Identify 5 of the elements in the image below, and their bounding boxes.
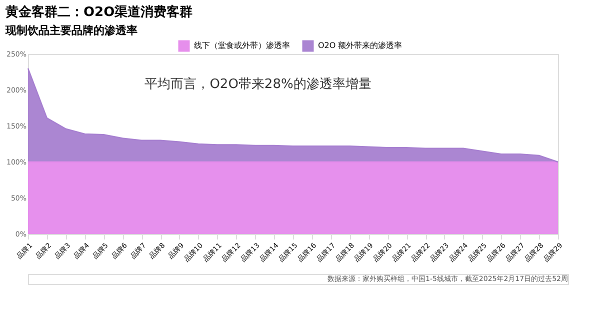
- legend-label: O2O 额外带来的渗透率: [318, 41, 402, 50]
- chart-subtitle: 现制饮品主要品牌的渗透率: [4, 24, 138, 37]
- annotation: 平均而言，O2O带来28%的渗透率增量: [144, 76, 372, 92]
- legend-label: 线下（堂食或外带）渗透率: [194, 41, 290, 50]
- chart-title: 黄金客群二：O2O渠道消费客群: [4, 4, 193, 20]
